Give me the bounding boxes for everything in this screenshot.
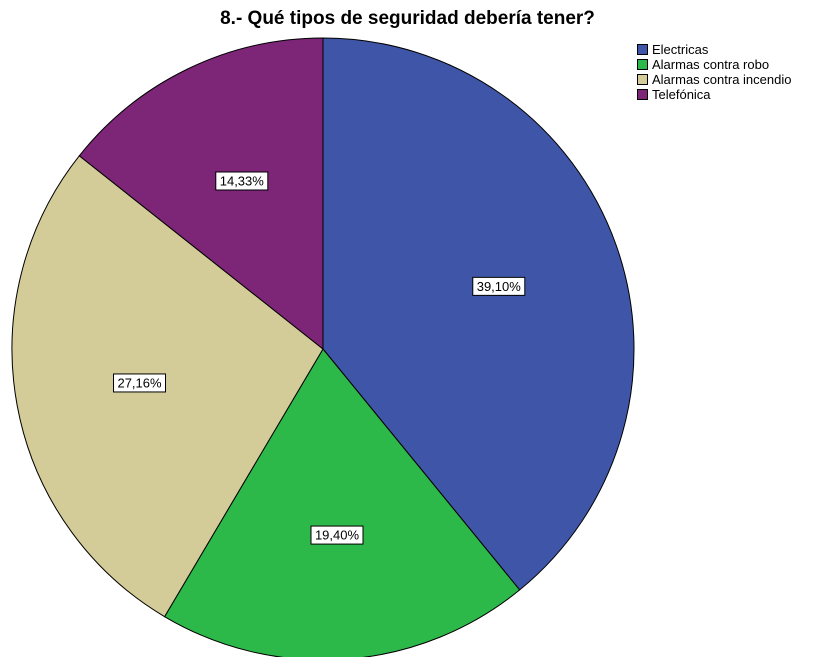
slice-value-label: 27,16% (117, 375, 162, 390)
slice-label-telefonica: 14,33% (215, 171, 269, 191)
legend-swatch (637, 89, 648, 100)
legend-swatch (637, 74, 648, 85)
slice-label-alarmas-incendio: 27,16% (113, 373, 167, 393)
legend-label: Alarmas contra robo (652, 57, 770, 72)
legend-label: Alarmas contra incendio (652, 72, 792, 87)
legend-label: Telefónica (652, 87, 711, 102)
slice-label-box (310, 525, 364, 545)
slice-label-box (113, 373, 167, 393)
legend-swatch (637, 44, 648, 55)
slice-value-label: 14,33% (220, 173, 265, 188)
slice-label-alarmas-robo: 19,40% (310, 525, 364, 545)
pie-slice-alarmas-robo (163, 348, 521, 657)
legend-item-alarmas-incendio: Alarmas contra incendio (637, 72, 791, 87)
slice-value-label: 39,10% (477, 279, 522, 294)
legend-item-telefonica: Telefónica (637, 87, 791, 102)
slice-label-electricas: 39,10% (472, 276, 526, 296)
slice-label-box (472, 276, 526, 296)
legend-swatch (637, 59, 648, 70)
chart-title: 8.- Qué tipos de seguridad debería tener… (220, 8, 595, 29)
legend: Electricas Alarmas contra robo Alarmas c… (637, 42, 791, 102)
pie-slice-alarmas-incendio (11, 155, 324, 618)
pie-slice-telefonica (78, 37, 324, 351)
legend-label: Electricas (652, 42, 709, 57)
slice-value-label: 19,40% (315, 528, 360, 543)
slice-label-box (215, 171, 269, 191)
legend-item-electricas: Electricas (637, 42, 791, 57)
legend-item-alarmas-robo: Alarmas contra robo (637, 57, 791, 72)
pie-slice-electricas (322, 37, 635, 591)
